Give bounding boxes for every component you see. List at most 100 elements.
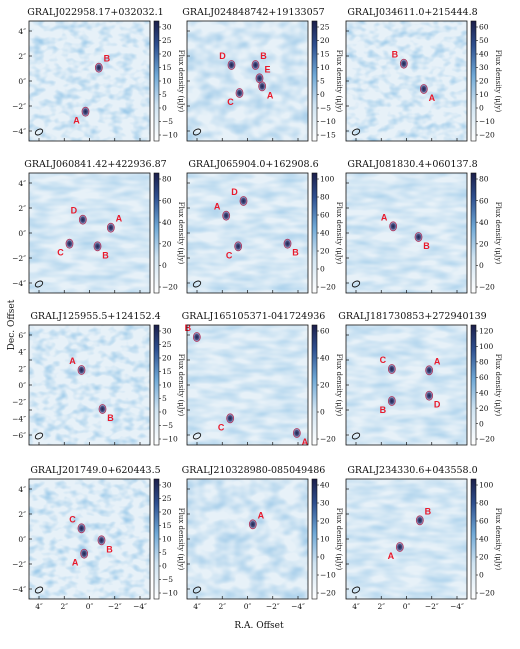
- colorbar-label: Flux density (μJy): [494, 354, 502, 417]
- colorbar-tick-label: 10: [162, 77, 172, 86]
- colorbar-tick-label: 0: [162, 562, 167, 571]
- source-a-emission: [106, 222, 115, 233]
- y-tick-label: −4″: [12, 414, 26, 423]
- x-axis-label: R.A. Offset: [234, 621, 284, 631]
- source-label-c: C: [227, 97, 234, 107]
- colorbar-tick-label: 40: [479, 535, 489, 544]
- colorbar-tick-label: −10: [162, 435, 178, 444]
- panel-title: GRALJ081830.4+060137.8: [347, 159, 477, 170]
- colorbar-label: Flux density (μJy): [177, 50, 185, 113]
- source-label-e: E: [264, 64, 270, 74]
- source-contour: [226, 413, 235, 424]
- y-tick-label: −4″: [12, 127, 26, 136]
- source-contour: [222, 210, 231, 221]
- colorbar-tick-label: −10: [479, 117, 495, 126]
- y-tick-label: −2″: [12, 398, 26, 407]
- colorbar-tick-label: 20: [320, 247, 330, 256]
- source-b-emission: [98, 404, 107, 414]
- y-tick-label: 2″: [18, 204, 26, 213]
- colorbar-tick-label: 30: [162, 481, 172, 490]
- colorbar-tick-label: 20: [320, 517, 330, 526]
- colorbar-tick-label: −20: [479, 283, 495, 292]
- colorbar-tick-label: 20: [479, 553, 489, 562]
- panel-grid: GRALJ022958.17+032032.1 B A 4″ 2″ 0″ −2″ −4″ 30 2…: [12, 7, 502, 611]
- noise-field: [187, 21, 308, 141]
- source-label-d: D: [219, 51, 226, 61]
- y-tick-label: 0″: [18, 381, 26, 390]
- colorbar-tick-label: 0: [162, 408, 167, 417]
- source-contour: [77, 365, 86, 375]
- source-e-emission: [255, 73, 264, 84]
- panel-title: GRALJ201749.0+620443.5: [30, 465, 160, 476]
- colorbar-tick-label: 80: [479, 175, 489, 184]
- colorbar-tick-label: 20: [479, 404, 489, 413]
- source-label-b: B: [107, 413, 114, 423]
- x-tick-label: 4″: [352, 602, 360, 611]
- y-tick-label: 0″: [18, 535, 26, 544]
- beam-ellipse: [192, 432, 202, 440]
- x-tick-label: −2″: [108, 602, 122, 611]
- x-tick-label: 4″: [35, 602, 43, 611]
- y-tick-label: 4″: [18, 27, 26, 36]
- source-c-emission: [387, 364, 396, 374]
- source-label-b: B: [392, 50, 399, 60]
- source-a-emission: [81, 106, 90, 117]
- source-label-c: C: [69, 514, 76, 524]
- colorbar-tick-label: 0: [320, 553, 325, 562]
- source-contour: [94, 62, 103, 73]
- source-label-a: A: [69, 356, 76, 366]
- source-label-b: B: [260, 51, 267, 61]
- source-label-b: B: [185, 323, 192, 333]
- colorbar-tick-label: 60: [320, 327, 330, 336]
- colorbar-tick-label: 40: [479, 50, 489, 59]
- colorbar-tick-label: −5: [320, 104, 331, 113]
- source-label-a: A: [214, 202, 221, 212]
- panel-4: GRALJ060841.42+422936.87 D A C B 4″ 2″ 0″ −2″ −4″…: [12, 159, 185, 294]
- colorbar-tick-label: 80: [479, 499, 489, 508]
- source-contour: [235, 88, 244, 98]
- source-a-emission: [389, 221, 398, 232]
- x-tick-label: 0″: [244, 602, 252, 611]
- colorbar-tick-label: 60: [320, 211, 330, 220]
- y-tick-label: 2″: [18, 364, 26, 373]
- source-a-emission: [77, 365, 86, 375]
- beam-ellipse: [34, 280, 44, 288]
- y-tick-label: −2″: [12, 254, 26, 263]
- x-tick-label: 2″: [218, 602, 226, 611]
- colorbar-label: Flux density (μJy): [335, 354, 343, 417]
- colorbar: [153, 172, 160, 294]
- x-tick-label: −2″: [425, 602, 439, 611]
- noise-field: [187, 173, 308, 293]
- colorbar-tick-label: 100: [479, 342, 494, 351]
- source-contour: [106, 222, 115, 233]
- panel-9: GRALJ181730853+272940139 C A D B 120 100 80 60 40…: [338, 311, 502, 446]
- panel-title: GRALJ022958.17+032032.1: [27, 7, 163, 18]
- colorbar-tick-label: −20: [320, 283, 336, 292]
- source-b-emission: [283, 238, 292, 249]
- noise-field: [187, 479, 308, 599]
- colorbar-label: Flux density (μJy): [494, 508, 502, 571]
- panel-5: GRALJ065904.0+162908.6 DA C B 100 80 60 40 20 0 −2…: [186, 159, 343, 294]
- colorbar-tick-label: 100: [320, 175, 335, 184]
- source-contour: [78, 214, 87, 225]
- y-axis-label: Dec. Offset: [7, 299, 17, 350]
- source-contour: [425, 365, 434, 376]
- y-tick-label: −4″: [12, 279, 26, 288]
- y-tick-label: 6″: [18, 331, 26, 340]
- source-a-emission: [248, 519, 257, 530]
- colorbar-tick-label: −10: [162, 131, 178, 140]
- colorbar: [311, 172, 318, 294]
- colorbar-tick-label: 20: [162, 50, 172, 59]
- colorbar-tick-label: −10: [162, 589, 178, 598]
- source-contour: [77, 523, 86, 534]
- colorbar-tick-label: 80: [320, 193, 330, 202]
- source-a-emission: [425, 365, 434, 376]
- colorbar: [470, 478, 477, 600]
- colorbar-tick-label: 0: [479, 261, 484, 270]
- source-contour: [419, 84, 428, 94]
- source-contour: [395, 542, 404, 552]
- source-contour: [239, 196, 248, 206]
- beam-ellipse: [351, 280, 361, 288]
- beam-ellipse: [192, 128, 202, 136]
